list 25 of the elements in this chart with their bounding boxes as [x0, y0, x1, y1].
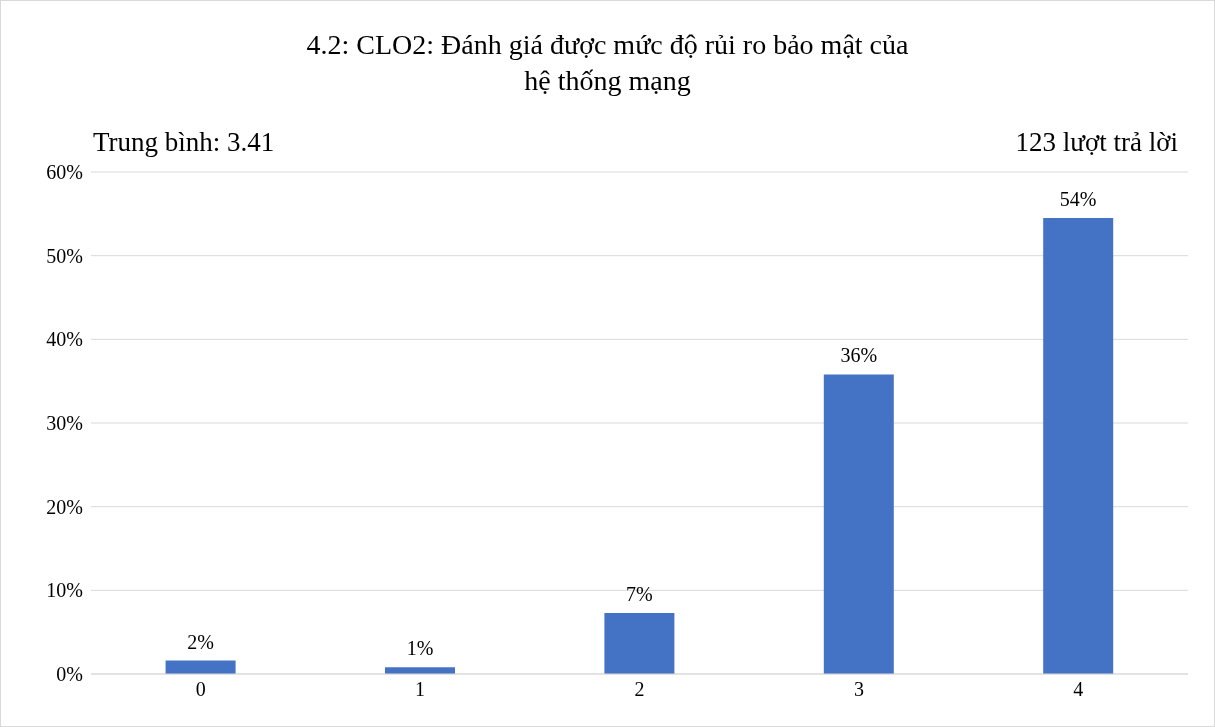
- bar: [1043, 218, 1114, 674]
- y-tick-label: 40%: [46, 328, 83, 351]
- x-tick-label: 4: [1073, 678, 1084, 701]
- text: Trung bình: 3.41: [93, 127, 275, 158]
- bar: [823, 374, 894, 674]
- bar: [604, 612, 675, 674]
- text: 123 lượt trả lời: [1015, 127, 1178, 158]
- chart-title: 4.2: CLO2: Đánh giá được mức độ rủi ro bảo mật của hệ thống mạng: [305, 28, 910, 98]
- data-label: 54%: [1059, 188, 1097, 211]
- x-tick-label: 3: [853, 678, 864, 701]
- x-tick-label: 2: [634, 678, 645, 701]
- x-tick-label: 0: [195, 678, 206, 701]
- y-tick-label: 60%: [46, 161, 83, 184]
- y-tick-label: 20%: [46, 495, 83, 518]
- data-label: 2%: [187, 630, 214, 653]
- data-label: 7%: [626, 582, 653, 605]
- y-tick-label: 10%: [46, 579, 83, 602]
- y-tick-label: 0%: [56, 663, 83, 686]
- y-tick-label: 50%: [46, 244, 83, 267]
- y-tick-label: 30%: [46, 412, 83, 435]
- bar: [165, 660, 236, 674]
- data-label: 1%: [406, 637, 434, 660]
- x-tick-label: 1: [415, 678, 426, 701]
- data-label: 36%: [840, 344, 878, 367]
- bar: [385, 667, 455, 674]
